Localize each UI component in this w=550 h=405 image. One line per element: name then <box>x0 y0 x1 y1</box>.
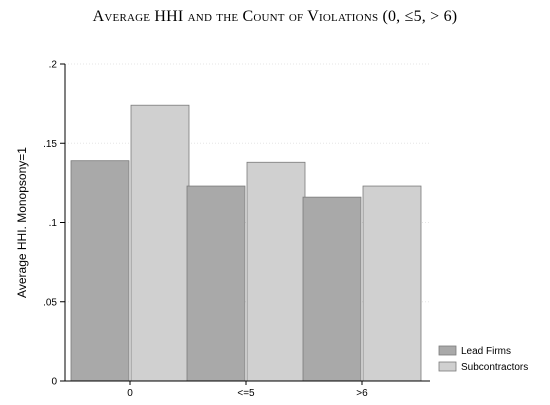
bar <box>302 196 362 382</box>
x-tick-label: <=5 <box>237 388 255 399</box>
legend-swatch <box>438 361 457 372</box>
y-tick-label: 0 <box>51 377 57 388</box>
bar <box>186 185 246 382</box>
y-tick-label: .15 <box>43 139 57 150</box>
bar <box>362 185 422 382</box>
y-axis-label: Average HHI. Monopsony=1 <box>15 147 29 298</box>
chart-title: Average HHI and the Count of Violations … <box>92 8 458 25</box>
x-tick-label: 0 <box>127 388 133 399</box>
bar <box>246 161 306 382</box>
y-tick-label: .1 <box>49 218 58 229</box>
legend-label: Subcontractors <box>461 362 528 373</box>
x-tick-label: >6 <box>356 388 368 399</box>
bar <box>130 104 190 382</box>
y-tick-label: .2 <box>49 60 58 71</box>
legend-label: Lead Firms <box>461 346 511 357</box>
legend-swatch <box>438 345 457 356</box>
y-tick-label: .05 <box>43 297 57 308</box>
bar <box>70 160 130 382</box>
